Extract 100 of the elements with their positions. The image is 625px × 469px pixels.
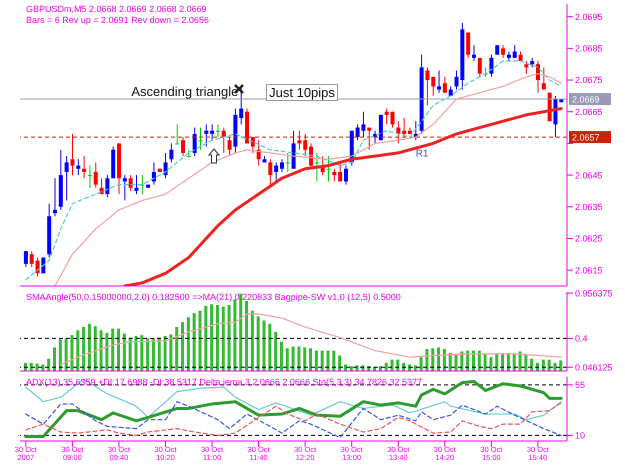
candlestick [437, 70, 442, 94]
bar [216, 305, 219, 371]
bar [495, 354, 498, 371]
bar [76, 330, 80, 371]
candlestick [361, 111, 366, 138]
candlestick [501, 44, 506, 58]
candlestick [384, 108, 389, 125]
bar [280, 342, 283, 371]
candlestick [344, 165, 348, 186]
bar [169, 334, 172, 371]
bar [186, 317, 190, 371]
candlestick [454, 70, 459, 90]
bar [454, 354, 458, 371]
bar [53, 347, 56, 371]
candlestick [88, 165, 92, 188]
line-series [123, 107, 563, 286]
bar [256, 316, 260, 371]
candlestick [216, 124, 220, 138]
candlestick [181, 136, 186, 157]
y-tick-label: 10 [575, 430, 586, 441]
candlestick [64, 156, 69, 201]
bar [478, 350, 481, 371]
candlestick [228, 136, 232, 157]
bar [164, 336, 167, 371]
bar [105, 332, 108, 371]
y-tick-label: 0.046125 [575, 362, 613, 372]
bar [390, 360, 394, 371]
y-tick-label: 2.0695 [575, 12, 603, 22]
y-tick-label: 2.0645 [575, 170, 603, 180]
candlestick [222, 127, 226, 154]
candlestick [478, 57, 482, 78]
bar [100, 330, 103, 371]
bar [175, 327, 178, 371]
bar [309, 348, 312, 371]
bar [140, 335, 144, 371]
candlestick [442, 76, 447, 94]
bar [181, 322, 184, 371]
bar [268, 324, 272, 371]
y-tick-label: 2.0625 [575, 234, 603, 244]
bar [146, 338, 150, 371]
bar [198, 310, 202, 371]
candlestick [286, 152, 290, 172]
candlestick [105, 174, 110, 198]
candlestick [367, 127, 372, 150]
bar [210, 304, 214, 371]
bar [320, 350, 324, 371]
bar [111, 328, 114, 371]
bar [94, 326, 97, 371]
candlestick [274, 162, 278, 182]
candlestick [542, 66, 546, 90]
candlestick [186, 149, 191, 158]
bar [286, 348, 289, 371]
bar [425, 349, 428, 371]
y-tick-label: 0.4 [575, 334, 588, 344]
candlestick [268, 158, 272, 188]
bar [292, 346, 295, 371]
candlestick [30, 250, 34, 268]
bar [222, 306, 225, 371]
candlestick [24, 250, 28, 268]
bar [245, 300, 248, 371]
candlestick [390, 111, 395, 128]
bar [134, 336, 138, 371]
chart-title: GBPUSDm,M5 2.0668 2.0669 2.0668 2.0669 [26, 4, 208, 15]
candlestick [489, 54, 494, 78]
annotation: R1 [416, 148, 429, 160]
bar [228, 305, 231, 371]
candlestick [472, 44, 476, 62]
bar [350, 366, 353, 371]
bar [70, 335, 74, 371]
bar [152, 338, 155, 371]
ref-line-label: 2.0657 [572, 132, 600, 143]
bar [41, 364, 44, 371]
candlestick [466, 32, 470, 58]
y-tick-label: 2.0615 [575, 265, 603, 276]
candlestick [524, 60, 528, 74]
text: Bars = 6 Rev up = 2.0691 Rev down = 2.0656 [26, 15, 209, 26]
y-tick-label: 55 [575, 380, 586, 390]
bar [36, 364, 39, 371]
candlestick [53, 178, 58, 217]
bar [442, 349, 446, 371]
candlestick [169, 142, 174, 163]
candlestick [326, 156, 331, 182]
y-tick-label: 2.0665 [575, 106, 603, 117]
candlestick [36, 256, 40, 277]
candlestick [192, 127, 197, 157]
y-tick-label: 2.0685 [575, 44, 603, 54]
bar [384, 362, 388, 371]
line-series [24, 380, 563, 438]
bar [431, 348, 434, 371]
candlestick [94, 162, 98, 188]
bar [484, 354, 487, 371]
bar [420, 357, 423, 371]
candlestick [425, 66, 430, 106]
candlestick [280, 158, 284, 172]
candlestick [530, 57, 534, 68]
candlestick [250, 136, 255, 154]
line-series [25, 378, 562, 420]
candlestick [76, 158, 80, 176]
candlestick [122, 174, 127, 201]
bar [250, 310, 254, 371]
